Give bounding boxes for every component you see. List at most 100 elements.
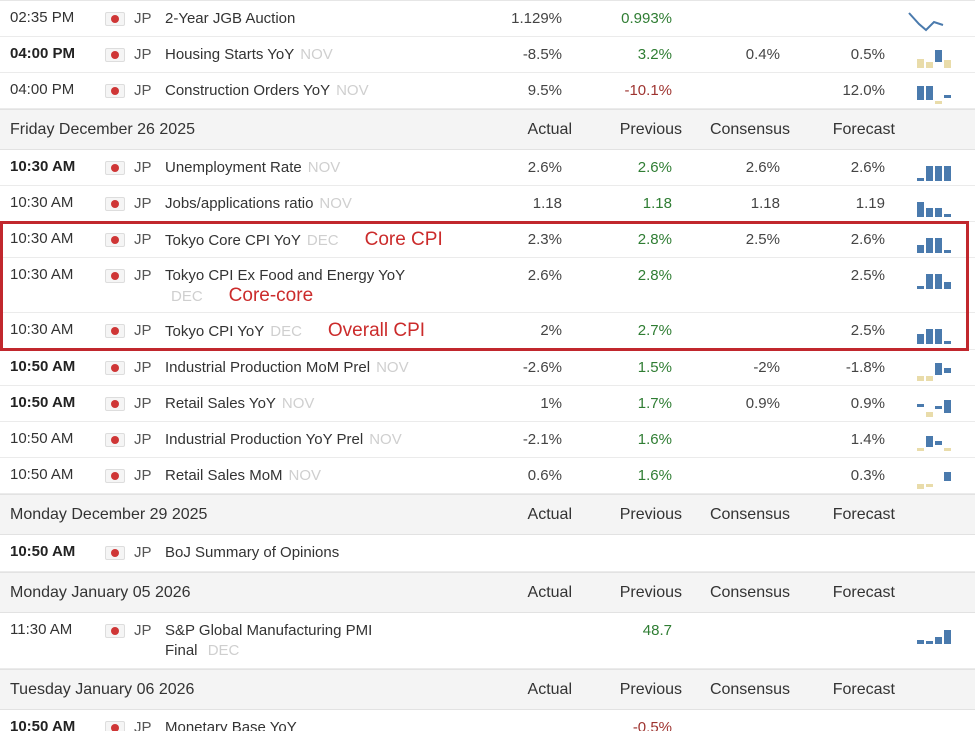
country-cell: JP (95, 358, 165, 376)
event-name[interactable]: BoJ Summary of Opinions (165, 544, 340, 561)
japan-flag-icon (105, 160, 125, 175)
calendar-row[interactable]: 10:50 AM JP BoJ Summary of Opinions (0, 535, 975, 572)
event-cell: Tokyo CPI YoY DEC Overall CPI (165, 321, 485, 342)
column-header-previous: Previous (619, 583, 682, 601)
calendar-row[interactable]: 04:00 PM JP Housing Starts YoY NOV -8.5% 3.2%… (0, 37, 975, 73)
forecast-value: 1.4% (850, 431, 885, 448)
bar-sparkline-icon[interactable] (907, 45, 951, 74)
bar-sparkline-icon[interactable] (907, 230, 951, 259)
actual-value: 0.6% (527, 467, 562, 484)
event-cell: S&P Global Manufacturing PMI Final DEC (165, 621, 485, 661)
bar-sparkline-icon[interactable] (907, 81, 951, 110)
event-name[interactable]: Industrial Production YoY Prel (165, 431, 364, 448)
event-name-continued[interactable]: Final (165, 642, 202, 659)
event-name[interactable]: S&P Global Manufacturing PMI (165, 622, 373, 639)
bar-sparkline-icon[interactable] (907, 158, 951, 187)
event-name[interactable]: 2-Year JGB Auction (165, 10, 296, 27)
country-code: JP (134, 719, 152, 731)
previous-value: 3.2% (637, 46, 672, 63)
bar-sparkline-icon[interactable] (907, 394, 951, 423)
sparkline-cell (885, 718, 965, 731)
event-name[interactable]: Unemployment Rate (165, 159, 302, 176)
column-header-forecast: Forecast (832, 680, 895, 698)
event-line1: Housing Starts YoY NOV (165, 45, 485, 65)
event-name[interactable]: Jobs/applications ratio (165, 195, 314, 212)
actual-value: 2.6% (527, 159, 562, 176)
annotation-label: Overall CPI (327, 320, 426, 341)
calendar-row[interactable]: 10:30 AM JP Tokyo CPI Ex Food and Energy Y… (0, 258, 975, 313)
event-name[interactable]: Housing Starts YoY (165, 46, 295, 63)
country-code: JP (134, 359, 152, 376)
forecast-value: -1.8% (845, 359, 885, 376)
event-time: 10:50 AM (10, 358, 76, 375)
bar-sparkline-icon[interactable] (907, 466, 951, 495)
flag-red-dot (111, 435, 119, 444)
event-cell: Construction Orders YoY NOV (165, 81, 485, 101)
event-line1: S&P Global Manufacturing PMI (165, 621, 485, 641)
previous-value: 0.993% (621, 10, 672, 27)
bar-sparkline-icon[interactable] (907, 321, 951, 350)
calendar-row[interactable]: 10:30 AM JP Jobs/applications ratio NOV 1.18… (0, 186, 975, 222)
country-code: JP (134, 159, 152, 176)
actual-value: -2.6% (522, 359, 562, 376)
calendar-row[interactable]: 10:50 AM JP Retail Sales YoY NOV 1% 1.7% 0.9% 0… (0, 386, 975, 422)
calendar-row[interactable]: 10:50 AM JP Industrial Production YoY Prel… (0, 422, 975, 458)
line-sparkline-icon[interactable] (907, 9, 951, 38)
event-name[interactable]: Monetary Base YoY (165, 719, 297, 731)
consensus-value: 0.9% (745, 395, 780, 412)
bar-sparkline-icon[interactable] (907, 621, 951, 650)
previous-value: 48.7 (642, 622, 672, 639)
event-name[interactable]: Retail Sales YoY (165, 395, 276, 412)
event-name[interactable]: Tokyo CPI Ex Food and Energy YoY (165, 267, 406, 284)
event-line1: 2-Year JGB Auction (165, 9, 485, 29)
previous-value: -10.1% (624, 82, 672, 99)
calendar-row[interactable]: 10:50 AM JP Retail Sales MoM NOV 0.6% 1.6% 0.3… (0, 458, 975, 494)
bar-sparkline-icon[interactable] (907, 718, 951, 731)
date-header-row: Friday December 26 2025 Actual Previous Con… (0, 109, 975, 150)
calendar-row[interactable]: 10:50 AM JP Industrial Production MoM Prel… (0, 350, 975, 386)
country-code: JP (134, 395, 152, 412)
event-period: NOV (288, 467, 322, 484)
bar-sparkline-icon[interactable] (907, 358, 951, 387)
event-cell: Retail Sales YoY NOV (165, 394, 485, 414)
event-name[interactable]: Construction Orders YoY (165, 82, 331, 99)
country-cell: JP (95, 9, 165, 27)
calendar-row[interactable]: 10:50 AM JP Monetary Base YoY -0.5% (0, 710, 975, 731)
country-cell: JP (95, 718, 165, 731)
event-name[interactable]: Tokyo Core CPI YoY (165, 232, 301, 249)
event-time: 10:50 AM (10, 718, 76, 731)
calendar-row[interactable]: 04:00 PM JP Construction Orders YoY NOV 9.5%… (0, 73, 975, 109)
event-name[interactable]: Tokyo CPI YoY (165, 323, 265, 340)
event-time: 10:50 AM (10, 466, 74, 483)
bar-sparkline-icon[interactable] (907, 194, 951, 223)
flag-red-dot (111, 199, 119, 208)
event-time: 10:30 AM (10, 194, 74, 211)
calendar-row[interactable]: 11:30 AM JP S&P Global Manufacturing PMI Fi… (0, 613, 975, 669)
bar-sparkline-icon[interactable] (907, 266, 951, 295)
event-line1: BoJ Summary of Opinions (165, 543, 485, 563)
calendar-row[interactable]: 10:30 AM JP Tokyo Core CPI YoY DEC Core CPI 2… (0, 222, 975, 258)
bar-sparkline-icon[interactable] (907, 430, 951, 459)
country-code: JP (134, 544, 152, 561)
calendar-row[interactable]: 10:30 AM JP Tokyo CPI YoY DEC Overall CPI 2% 2… (0, 313, 975, 350)
event-name[interactable]: Industrial Production MoM Prel (165, 359, 371, 376)
calendar-row[interactable]: 10:30 AM JP Unemployment Rate NOV 2.6% 2.6% 2.… (0, 150, 975, 186)
sparkline-cell (885, 466, 965, 495)
sparkline-cell (885, 430, 965, 459)
sparkline-cell (885, 321, 965, 350)
flag-red-dot (111, 399, 119, 408)
sparkline-cell (885, 9, 965, 38)
actual-value: 2.6% (527, 267, 562, 284)
event-period: NOV (319, 195, 352, 212)
country-code: JP (134, 82, 152, 99)
japan-flag-icon (105, 468, 125, 483)
calendar-row[interactable]: 02:35 PM JP 2-Year JGB Auction 1.129% 0.993% (0, 1, 975, 37)
event-cell: Industrial Production MoM Prel NOV (165, 358, 485, 378)
event-time: 02:35 PM (10, 9, 75, 26)
country-cell: JP (95, 81, 165, 99)
previous-value: 1.18 (642, 195, 672, 212)
actual-value: 2% (540, 322, 562, 339)
event-name[interactable]: Retail Sales MoM (165, 467, 283, 484)
event-time: 10:30 AM (10, 321, 74, 338)
flag-red-dot (111, 626, 119, 635)
